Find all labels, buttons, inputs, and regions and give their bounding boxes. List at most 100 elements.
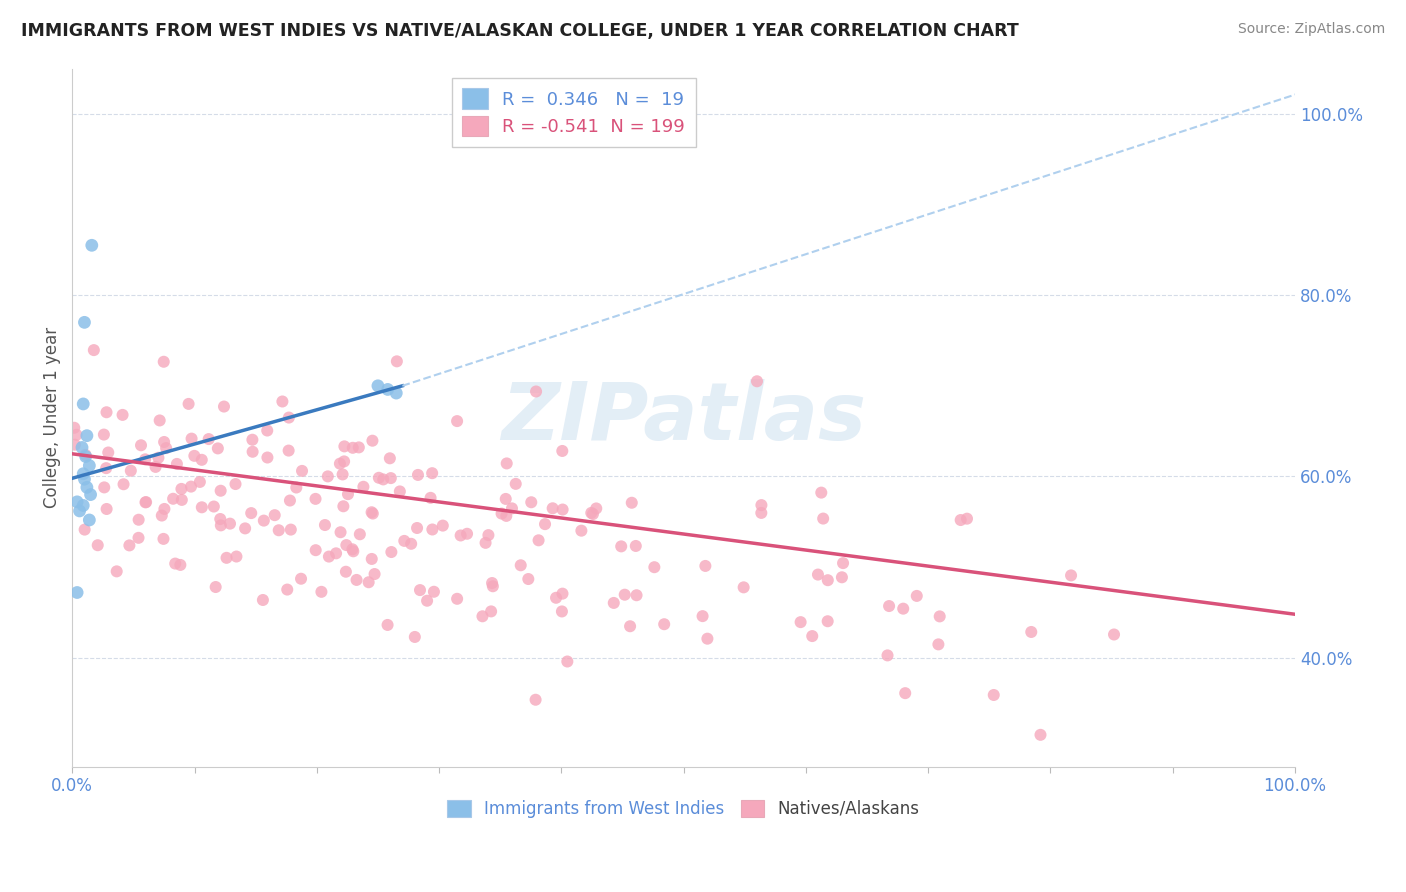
Point [524,692,547,706]
Point [495,491,517,506]
Point [305,543,328,558]
Point [474,536,496,550]
Point [377,618,399,632]
Point [209,512,232,526]
Point [652,617,675,632]
Point [278,493,301,508]
Point [491,507,513,521]
Point [517,572,540,586]
Point [905,589,928,603]
Point [285,481,308,495]
Point [581,506,603,520]
Point [336,487,359,501]
Point [96,405,118,419]
Point [1019,624,1042,639]
Point [450,528,472,542]
Point [325,546,347,560]
Point [63,421,86,435]
Point [495,457,517,471]
Point [253,514,276,528]
Point [505,476,527,491]
Point [877,599,900,613]
Point [80,238,103,252]
Point [256,424,278,438]
Point [751,498,773,512]
Point [527,533,550,548]
Point [380,471,402,485]
Point [585,501,607,516]
Point [75,448,97,462]
Point [745,374,768,388]
Point [277,443,299,458]
Point [404,630,426,644]
Point [148,450,170,465]
Point [219,516,242,531]
Point [332,500,354,514]
Point [207,442,229,456]
Point [329,457,352,471]
Point [87,538,110,552]
Point [170,492,193,507]
Point [495,508,517,523]
Point [1029,728,1052,742]
Point [399,537,422,551]
Point [360,552,382,566]
Point [811,511,834,525]
Point [256,450,278,465]
Point [73,315,96,329]
Point [333,454,356,468]
Point [197,432,219,446]
Point [96,502,118,516]
Point [76,428,98,442]
Point [191,500,214,515]
Point [169,558,191,572]
Point [188,475,211,489]
Point [569,524,592,538]
Point [329,525,352,540]
Point [349,527,371,541]
Point [509,558,531,573]
Point [72,467,94,481]
Point [377,383,399,397]
Point [394,533,416,548]
Point [277,410,299,425]
Point [789,615,811,629]
Point [367,379,389,393]
Point [544,591,567,605]
Point [316,469,339,483]
Point [153,502,176,516]
Point [183,449,205,463]
Point [380,545,402,559]
Point [111,408,134,422]
Point [93,427,115,442]
Point [152,532,174,546]
Point [551,444,574,458]
Point [134,495,156,509]
Point [927,637,949,651]
Point [65,427,87,442]
Point [112,477,135,491]
Y-axis label: College, Under 1 year: College, Under 1 year [44,327,60,508]
Point [832,556,855,570]
Point [477,528,499,542]
Point [817,573,839,587]
Point [267,523,290,537]
Point [128,513,150,527]
Point [479,604,502,618]
Point [551,587,574,601]
Point [145,459,167,474]
Point [342,441,364,455]
Point [423,584,446,599]
Point [347,441,370,455]
Point [357,575,380,590]
Point [93,480,115,494]
Point [180,480,202,494]
Text: IMMIGRANTS FROM WEST INDIES VS NATIVE/ALASKAN COLLEGE, UNDER 1 YEAR CORRELATION : IMMIGRANTS FROM WEST INDIES VS NATIVE/AL… [21,22,1019,40]
Point [120,464,142,478]
Point [422,523,444,537]
Point [733,580,755,594]
Point [928,609,950,624]
Point [242,444,264,458]
Point [314,518,336,533]
Point [409,583,432,598]
